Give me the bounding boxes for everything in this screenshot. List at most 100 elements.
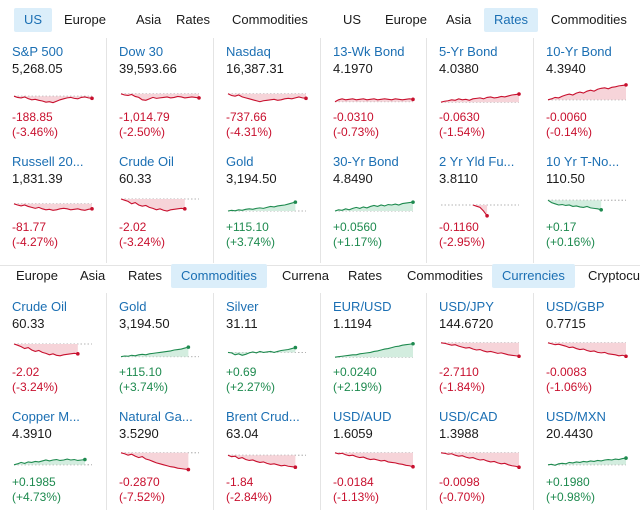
quote-tile[interactable]: Gold 3,194.50 +115.10 (+3.74%) — [213, 148, 319, 263]
sparkline-area — [335, 202, 413, 211]
quote-tile[interactable]: USD/CAD 1.3988 -0.0098 (-0.70%) — [426, 403, 532, 510]
quote-tile[interactable]: USD/JPY 144.6720 -2.7110 (-1.84%) — [426, 293, 532, 408]
tab-commodities[interactable]: Commodities — [551, 12, 627, 27]
quote-symbol-link[interactable]: EUR/USD — [333, 299, 392, 314]
quote-tile[interactable]: Silver 31.11 +0.69 (+2.27%) — [213, 293, 319, 408]
sparkline-chart — [13, 457, 92, 466]
quote-change-percent: (-4.31%) — [226, 125, 273, 139]
quote-symbol-link[interactable]: S&P 500 — [12, 44, 64, 59]
tab-europe[interactable]: Europe — [64, 12, 106, 27]
tab-rates[interactable]: Rates — [484, 8, 538, 32]
sparkline-line — [13, 95, 93, 104]
tab-commodities[interactable]: Commodities — [171, 264, 267, 288]
quote-change-percent: (+2.27%) — [226, 380, 276, 394]
quote-tile[interactable]: Gold 3,194.50 +115.10 (+3.74%) — [106, 293, 212, 408]
tab-commodities[interactable]: Commodities — [232, 12, 308, 27]
quote-symbol-link[interactable]: Nasdaq — [226, 44, 271, 59]
tab-rates[interactable]: Rates — [348, 268, 382, 283]
sparkline-chart — [13, 203, 94, 211]
quote-tile[interactable]: 13-Wk Bond 4.1970 -0.0310 (-0.73%) — [320, 38, 426, 153]
quote-tile[interactable]: 10-Yr Bond 4.3940 -0.0060 (-0.14%) — [533, 38, 639, 153]
quote-symbol-link[interactable]: Gold — [119, 299, 147, 314]
sparkline-chart — [440, 452, 521, 469]
quote-tile[interactable]: Copper M... 4.3910 +0.1985 (+4.73%) — [0, 403, 106, 510]
sparkline-line — [440, 342, 520, 357]
top-tabbar: US Europe Asia Rates Commodities US Europe Asia… — [0, 6, 640, 34]
quote-tile[interactable]: 2 Yr Yld Fu... 3.8110 -0.1160 (-2.95%) — [426, 148, 532, 263]
tab-currencies[interactable]: Currencies — [492, 264, 575, 288]
tab-europe[interactable]: Europe — [16, 268, 58, 283]
quote-tile[interactable]: Russell 20... 1,831.39 -81.77 (-4.27%) — [0, 148, 106, 263]
quote-change-percent: (-4.27%) — [12, 235, 59, 249]
tab-us[interactable]: US — [343, 12, 362, 27]
quote-symbol-link[interactable]: USD/JPY — [439, 299, 494, 314]
sparkline-line — [13, 203, 93, 211]
quote-tile[interactable]: Brent Crud... 63.04 -1.84 (-2.84%) — [213, 403, 319, 510]
quote-change-percent: (-0.14%) — [546, 125, 593, 139]
quote-change-percent: (-2.95%) — [439, 235, 486, 249]
tab-rates[interactable]: Rates — [176, 12, 210, 27]
tab-us[interactable]: US — [14, 8, 53, 32]
quote-tile[interactable]: USD/MXN 20.4430 +0.1980 (+0.98%) — [533, 403, 639, 510]
quote-symbol-link[interactable]: Dow 30 — [119, 44, 164, 59]
quote-symbol-link[interactable]: USD/GBP — [546, 299, 605, 314]
quote-symbol-link[interactable]: Crude Oil — [12, 299, 67, 314]
quote-tile[interactable]: 5-Yr Bond 4.0380 -0.0630 (-1.54%) — [426, 38, 532, 153]
quote-symbol-link[interactable]: 10-Yr Bond — [546, 44, 612, 59]
sparkline-chart — [120, 345, 199, 358]
quote-tile[interactable]: S&P 500 5,268.05 -188.85 (-3.46%) — [0, 38, 106, 153]
quote-symbol-link[interactable]: USD/CAD — [439, 409, 498, 424]
quote-symbol-link[interactable]: Crude Oil — [119, 154, 174, 169]
tab-cryptocu[interactable]: Cryptocu — [588, 268, 640, 283]
quote-symbol-link[interactable]: Copper M... — [12, 409, 80, 424]
quote-symbol-link[interactable]: Natural Ga... — [119, 409, 193, 424]
tab-europe[interactable]: Europe — [385, 12, 427, 27]
quote-tile[interactable]: 10 Yr T-No... 110.50 +0.17 (+0.16%) — [533, 148, 639, 263]
quote-symbol-link[interactable]: 5-Yr Bond — [439, 44, 498, 59]
quote-price: 4.1970 — [333, 61, 373, 76]
sparkline-line — [440, 93, 520, 103]
tab-rates[interactable]: Rates — [128, 268, 162, 283]
quote-tile[interactable]: EUR/USD 1.1194 +0.0240 (+2.19%) — [320, 293, 426, 408]
quote-symbol-link[interactable]: USD/AUD — [333, 409, 392, 424]
quote-symbol-link[interactable]: USD/MXN — [546, 409, 606, 424]
quote-tile[interactable]: Crude Oil 60.33 -2.02 (-3.24%) — [0, 293, 106, 408]
quote-change-percent: (-3.46%) — [12, 125, 59, 139]
quote-tile[interactable]: Dow 30 39,593.66 -1,014.79 (-2.50%) — [106, 38, 212, 153]
quote-symbol-link[interactable]: 2 Yr Yld Fu... — [439, 154, 515, 169]
sparkline-end-dot — [304, 96, 308, 101]
sparkline-line — [13, 458, 85, 466]
sparkline-area — [14, 459, 85, 465]
quote-tile[interactable]: Crude Oil 60.33 -2.02 (-3.24%) — [106, 148, 212, 263]
sparkline-line — [547, 457, 627, 466]
quote-symbol-link[interactable]: 30-Yr Bond — [333, 154, 399, 169]
quote-change: -0.2870 — [119, 475, 160, 489]
quote-tile[interactable]: USD/GBP 0.7715 -0.0083 (-1.06%) — [533, 293, 639, 408]
quote-tile[interactable]: Nasdaq 16,387.31 -737.66 (-4.31%) — [213, 38, 319, 153]
quote-change: -2.02 — [12, 365, 40, 379]
tab-asia[interactable]: Asia — [80, 268, 106, 283]
tab-commodities[interactable]: Commodities — [407, 268, 483, 283]
quote-price: 5,268.05 — [12, 61, 63, 76]
quote-price: 39,593.66 — [119, 61, 177, 76]
tab-asia[interactable]: Asia — [136, 12, 162, 27]
quote-change: +0.69 — [226, 365, 257, 379]
tab-currena[interactable]: Currena — [282, 268, 329, 283]
quote-symbol-link[interactable]: 13-Wk Bond — [333, 44, 405, 59]
quote-symbol-link[interactable]: Brent Crud... — [226, 409, 300, 424]
sparkline-chart — [441, 204, 519, 218]
quote-symbol-link[interactable]: Russell 20... — [12, 154, 84, 169]
quote-symbol-link[interactable]: 10 Yr T-No... — [546, 154, 620, 169]
sparkline-line — [120, 198, 185, 212]
quote-symbol-link[interactable]: Silver — [226, 299, 259, 314]
sparkline-line — [120, 346, 189, 358]
quote-symbol-link[interactable]: Gold — [226, 154, 254, 169]
quote-tile[interactable]: 30-Yr Bond 4.8490 +0.0560 (+1.17%) — [320, 148, 426, 263]
quote-change-percent: (-1.84%) — [439, 380, 486, 394]
tab-asia[interactable]: Asia — [446, 12, 472, 27]
quote-price: 1.1194 — [333, 316, 372, 331]
quote-tile[interactable]: USD/AUD 1.6059 -0.0184 (-1.13%) — [320, 403, 426, 510]
quote-change: +115.10 — [226, 220, 269, 234]
sparkline-end-dot — [411, 464, 415, 469]
quote-tile[interactable]: Natural Ga... 3.5290 -0.2870 (-7.52%) — [106, 403, 212, 510]
